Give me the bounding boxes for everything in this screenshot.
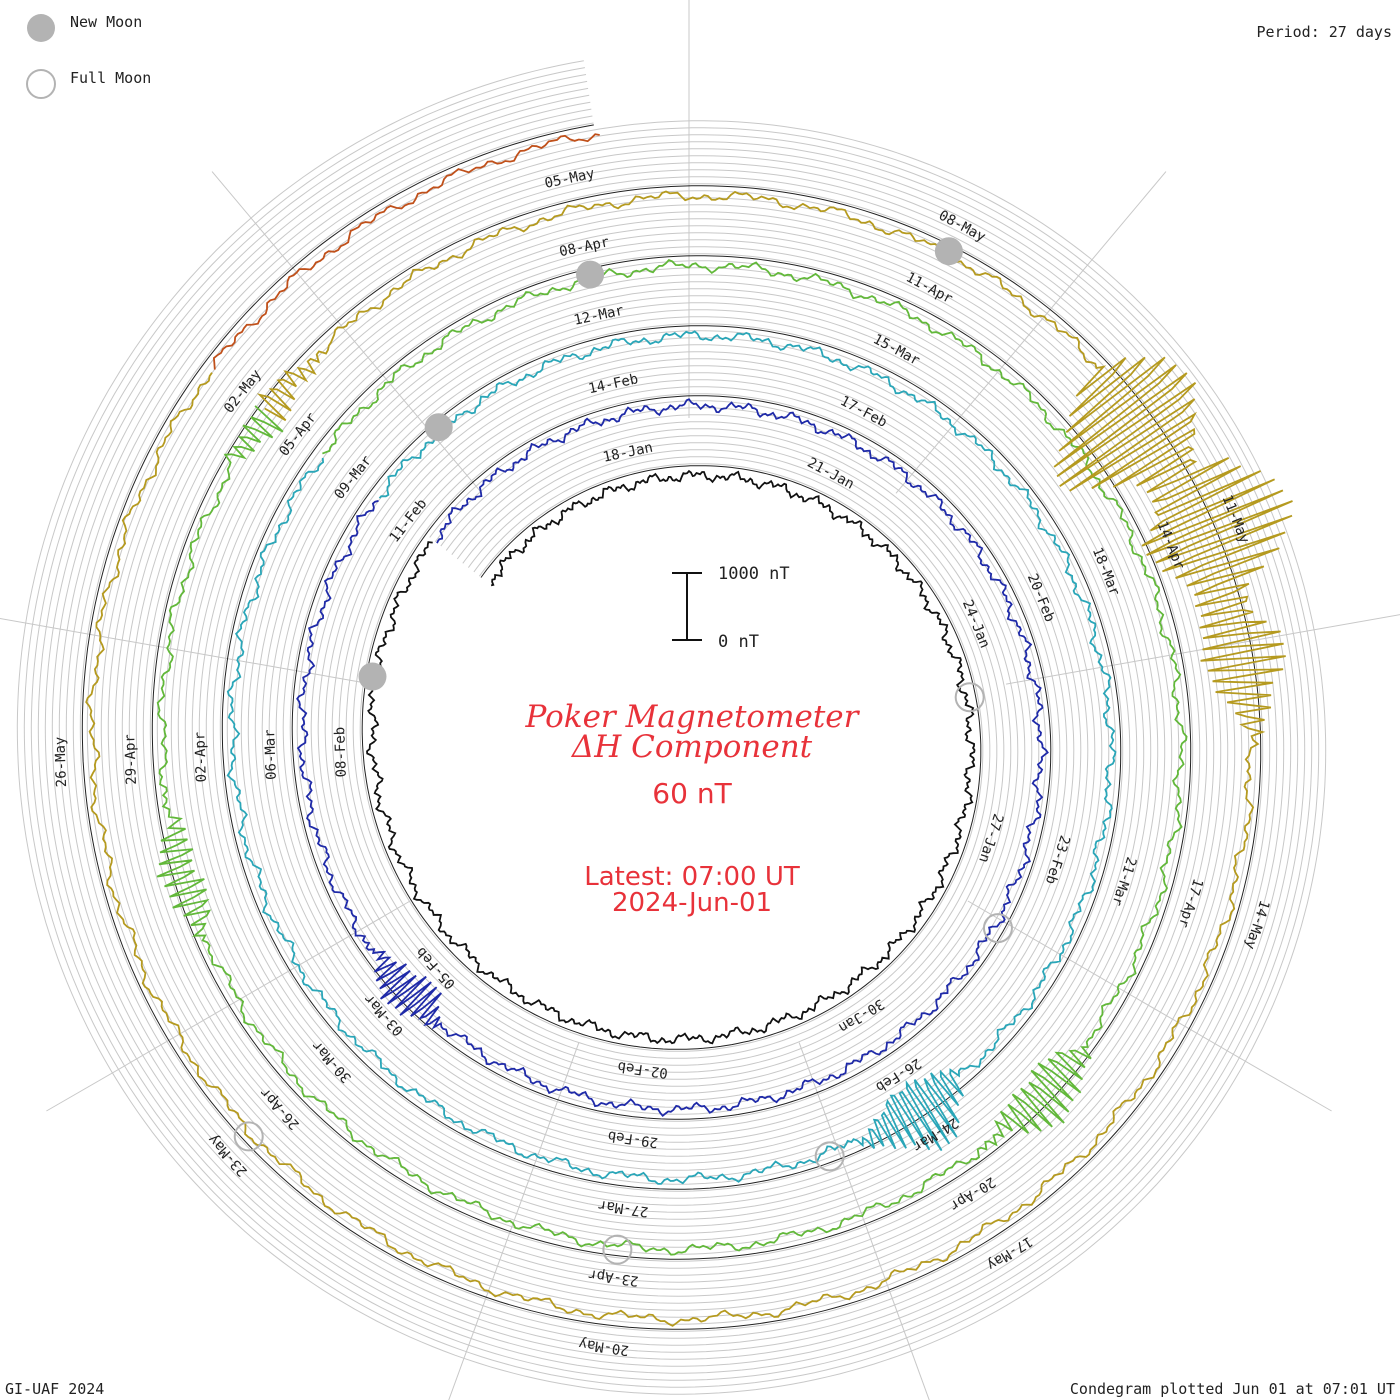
grid-spiral <box>23 67 1320 1388</box>
grid-spoke <box>211 171 483 494</box>
full-moon-marker <box>814 1141 845 1172</box>
trace-rotation-3 <box>226 330 1117 1185</box>
tick-label: 02-Feb <box>617 1058 669 1081</box>
tick-label: 06-Mar <box>262 729 280 780</box>
grid-spoke <box>0 618 372 685</box>
new-moon-marker <box>424 413 453 442</box>
grid-spiral <box>72 115 1271 1339</box>
grid-spoke <box>46 900 411 1112</box>
latest-time: Latest: 07:00 UT <box>584 862 800 892</box>
tick-label: 30-Mar <box>309 1037 355 1085</box>
component-value: 60 nT <box>652 777 732 810</box>
baseline-spiral <box>81 124 1262 1330</box>
tick-label: 23-May <box>205 1131 251 1179</box>
chart-title-line1: Poker Magnetometer <box>525 699 861 735</box>
full-moon-marker <box>602 1234 633 1265</box>
grid-spoke <box>967 900 1332 1112</box>
tick-label: 14-May <box>1241 898 1272 951</box>
tick-label: 23-Feb <box>1042 833 1073 886</box>
grid-spiral <box>44 87 1299 1367</box>
tick-label: 08-Feb <box>332 727 350 778</box>
footer-credit: GI-UAF 2024 <box>5 1380 104 1398</box>
grid-spiral <box>16 60 1327 1395</box>
tick-label: 23-Apr <box>587 1266 639 1289</box>
tick-label: 18-Mar <box>1089 545 1123 598</box>
period-label: Period: 27 days <box>1257 23 1392 41</box>
tick-label: 27-Jan <box>975 812 1006 865</box>
new-moon-marker <box>576 260 605 289</box>
new-moon-marker <box>358 662 387 691</box>
grid-spoke <box>895 171 1167 494</box>
trace-layer <box>85 133 1293 1327</box>
grid-spiral <box>37 80 1306 1374</box>
chart-title-line2: ΔH Component <box>571 729 813 765</box>
tick-label: 27-Mar <box>597 1197 649 1220</box>
latest-date: 2024-Jun-01 <box>612 888 772 918</box>
grid-spoke <box>448 1042 580 1400</box>
tick-label: 29-Apr <box>122 734 140 785</box>
moon-marker-layer <box>233 237 1013 1265</box>
legend-full-moon-icon <box>26 69 56 99</box>
tick-label: 26-Apr <box>257 1084 303 1132</box>
grid-spoke <box>798 1042 930 1400</box>
tick-label: 14-Apr <box>1154 519 1188 572</box>
legend-new-moon-label: New Moon <box>70 13 142 31</box>
tick-label: 17-Apr <box>1175 876 1206 929</box>
grid-spiral <box>79 122 1264 1332</box>
tick-label: 11-Feb <box>387 496 431 546</box>
tick-label: 26-May <box>52 736 70 787</box>
tick-label: 29-Feb <box>607 1127 659 1150</box>
scale-bar: 1000 nT 0 nT <box>672 564 790 652</box>
tick-label: 11-May <box>1219 493 1253 546</box>
tick-label: 02-Apr <box>192 731 210 782</box>
trace-rotation-6 <box>212 133 600 370</box>
tick-label: 21-Mar <box>1108 855 1139 908</box>
tick-label: 24-Jan <box>959 598 993 651</box>
new-moon-marker <box>934 237 963 266</box>
trace-rotation-2 <box>296 398 1049 1118</box>
tick-label: 09-Mar <box>331 453 375 503</box>
grid-spiral <box>30 74 1313 1381</box>
legend: New Moon Full Moon <box>26 13 151 99</box>
scale-bottom-label: 0 nT <box>718 632 759 652</box>
full-moon-marker <box>954 682 985 713</box>
legend-new-moon-icon <box>27 14 55 42</box>
trace-rotation-5 <box>85 190 1293 1327</box>
trace-rotation-1 <box>366 469 976 1045</box>
tick-label: 20-Feb <box>1024 571 1058 624</box>
legend-full-moon-label: Full Moon <box>70 69 151 87</box>
tick-label: 05-Feb <box>413 944 459 992</box>
scale-top-label: 1000 nT <box>718 564 790 584</box>
tick-label: 20-May <box>578 1335 630 1358</box>
full-moon-marker <box>233 1121 264 1152</box>
footer-plotted: Condegram plotted Jun 01 at 07:01 UT <box>1070 1380 1395 1398</box>
full-moon-marker <box>982 913 1013 944</box>
trace-rotation-4 <box>156 259 1188 1256</box>
